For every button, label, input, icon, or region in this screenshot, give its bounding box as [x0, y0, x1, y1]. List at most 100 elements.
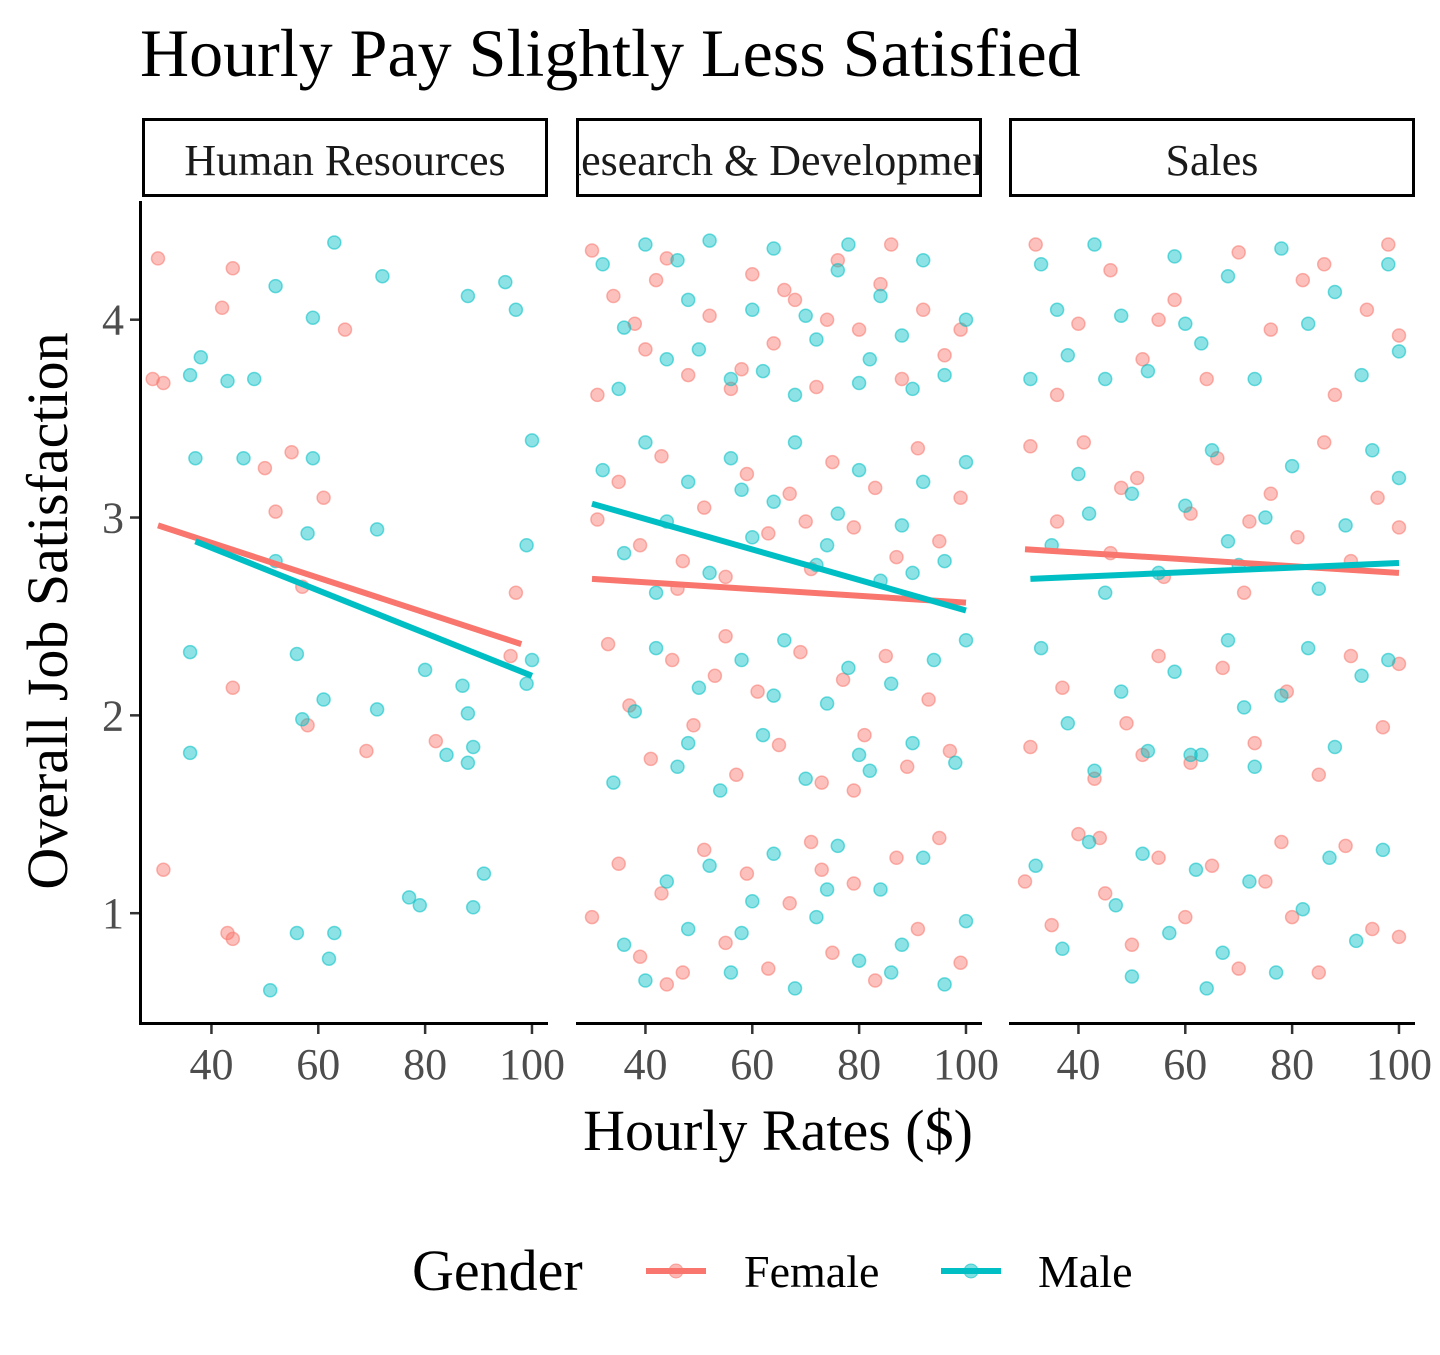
- data-point-male-sales-5: [1167, 249, 1182, 264]
- data-point-male-sales-50: [1236, 700, 1252, 715]
- legend-key-female: [646, 1263, 706, 1279]
- data-point-male-research-development-14: [894, 328, 910, 343]
- data-point-male-research-development-30: [680, 474, 696, 490]
- data-point-female-research-development-37: [846, 520, 862, 535]
- data-point-female-sales-58: [1311, 965, 1327, 980]
- data-point-male-research-development-75: [745, 894, 760, 909]
- legend-point-female: [668, 1263, 684, 1279]
- y-tick-label-4: 4: [102, 296, 124, 345]
- x-tick-label-human-resources-60: 60: [296, 1040, 340, 1089]
- data-point-male-research-development-11: [830, 262, 846, 278]
- data-point-female-research-development-38: [867, 480, 883, 496]
- data-point-male-human-resources-13: [305, 450, 321, 466]
- data-point-male-sales-46: [1327, 739, 1343, 755]
- data-point-male-human-resources-0: [268, 278, 283, 294]
- data-point-male-sales-30: [1338, 518, 1353, 533]
- data-point-female-sales-59: [1338, 838, 1353, 854]
- data-point-female-research-development-64: [584, 909, 600, 925]
- data-point-male-sales-45: [1300, 640, 1316, 656]
- data-point-female-research-development-66: [632, 949, 648, 964]
- data-point-male-human-resources-4: [498, 274, 513, 290]
- data-point-male-research-development-0: [595, 257, 610, 272]
- data-point-female-research-development-58: [878, 648, 894, 664]
- data-point-male-research-development-38: [851, 462, 867, 478]
- data-point-female-sales-54: [1204, 858, 1220, 873]
- data-point-male-human-resources-3: [375, 268, 390, 284]
- data-point-male-research-development-18: [611, 381, 626, 397]
- data-point-male-research-development-22: [905, 381, 920, 397]
- data-point-female-sales-32: [1242, 514, 1257, 529]
- data-point-male-research-development-84: [937, 977, 952, 992]
- data-point-male-research-development-19: [691, 342, 707, 357]
- data-point-female-human-resources-3: [337, 322, 353, 337]
- facet-points-human-resources: [145, 235, 540, 998]
- data-point-female-human-resources-14: [428, 733, 444, 749]
- data-point-female-research-development-41: [932, 534, 947, 549]
- data-point-female-sales-27: [1316, 435, 1332, 450]
- data-point-male-human-resources-33: [401, 890, 417, 905]
- x-tick-label-sales-60: 60: [1163, 1040, 1207, 1089]
- data-point-male-research-development-27: [616, 545, 632, 561]
- data-point-female-sales-53: [1178, 909, 1193, 925]
- data-point-male-research-development-53: [712, 783, 728, 798]
- data-point-male-human-resources-40: [262, 983, 278, 998]
- data-point-female-research-development-5: [702, 308, 717, 323]
- data-point-male-human-resources-17: [519, 537, 534, 553]
- data-point-male-sales-34: [1220, 534, 1236, 549]
- data-point-male-research-development-4: [680, 292, 696, 308]
- chart-title: Hourly Pay Slightly Less Satisfied: [140, 15, 1081, 91]
- data-point-female-sales-48: [1044, 917, 1059, 933]
- data-point-female-research-development-79: [910, 921, 926, 937]
- data-point-female-sales-42: [1311, 767, 1327, 782]
- data-point-female-sales-23: [1210, 450, 1225, 466]
- data-point-male-research-development-43: [958, 454, 974, 470]
- data-point-male-human-resources-20: [289, 646, 305, 662]
- data-point-male-research-development-85: [958, 913, 974, 929]
- data-point-male-research-development-37: [830, 506, 846, 521]
- data-point-female-sales-60: [1365, 921, 1380, 937]
- data-point-male-research-development-15: [915, 253, 931, 268]
- data-point-female-research-development-8: [766, 336, 781, 351]
- data-point-female-human-resources-16: [503, 648, 518, 664]
- data-point-female-research-development-76: [846, 876, 862, 891]
- data-point-male-research-development-58: [819, 696, 835, 711]
- data-point-female-sales-63: [1274, 834, 1289, 850]
- data-point-male-sales-54: [1108, 898, 1124, 913]
- x-tick-label-human-resources-80: 80: [403, 1040, 447, 1089]
- facet-panels: Human Resources 40 60 80 100 1 2 3 4 Research & D…: [102, 118, 1432, 1089]
- data-point-male-research-development-7: [745, 302, 760, 318]
- data-point-female-sales-0: [1028, 237, 1043, 252]
- data-point-female-research-development-68: [675, 965, 691, 980]
- data-point-male-research-development-87: [819, 882, 835, 897]
- data-point-male-research-development-9: [787, 387, 803, 403]
- data-point-female-sales-5: [1199, 371, 1214, 387]
- data-point-female-sales-14: [1151, 312, 1166, 327]
- data-point-male-human-resources-26: [295, 712, 310, 727]
- facet-panel-sales: Sales 40 60 80 100: [1009, 118, 1432, 1089]
- data-point-female-research-development-15: [915, 302, 931, 318]
- data-point-female-sales-25: [1263, 486, 1279, 502]
- data-point-male-research-development-78: [809, 909, 824, 925]
- y-tick-label-3: 3: [102, 494, 124, 543]
- data-point-female-human-resources-12: [225, 680, 241, 695]
- data-point-female-research-development-49: [686, 718, 701, 733]
- data-point-female-sales-61: [1391, 929, 1407, 945]
- trend-line-male-research-development: [591, 500, 967, 614]
- data-point-male-human-resources-9: [220, 373, 235, 389]
- data-point-male-sales-40: [1167, 664, 1182, 680]
- data-point-female-sales-4: [1167, 292, 1182, 308]
- data-point-male-research-development-12: [851, 375, 867, 391]
- data-point-male-human-resources-22: [519, 676, 534, 691]
- data-point-male-sales-13: [1381, 257, 1396, 272]
- data-point-female-human-resources-9: [268, 504, 283, 519]
- facet-panel-research-development: Research & Development 40 60 80 100: [576, 118, 999, 1089]
- data-point-female-research-development-63: [846, 783, 862, 798]
- facet-strip-research-development: [576, 118, 982, 197]
- data-point-female-sales-2: [1103, 262, 1118, 278]
- data-point-female-human-resources-19: [225, 931, 241, 947]
- data-point-male-sales-31: [1365, 443, 1380, 458]
- data-point-female-research-development-83: [814, 862, 829, 877]
- data-point-male-research-development-50: [648, 640, 664, 656]
- data-point-male-research-development-65: [958, 632, 974, 648]
